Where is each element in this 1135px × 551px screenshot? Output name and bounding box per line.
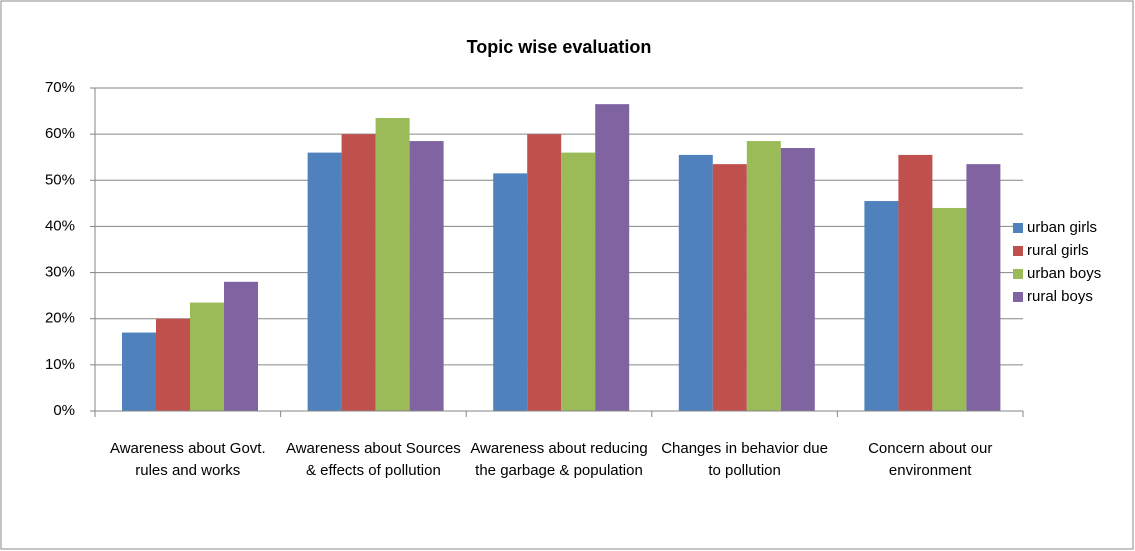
bar — [341, 134, 376, 411]
x-tick-label: Awareness about Sources & effects of pol… — [285, 440, 461, 479]
y-tick-label: 10% — [45, 356, 75, 373]
bar — [780, 147, 815, 411]
y-tick-label: 40% — [45, 217, 75, 234]
bar — [678, 154, 713, 411]
x-tick-label: Awareness about reducing the garbage & p… — [470, 440, 648, 479]
bar — [898, 154, 933, 411]
legend-swatch — [1013, 269, 1023, 279]
bar — [307, 152, 342, 411]
legend-swatch — [1013, 223, 1023, 233]
bar — [493, 173, 528, 411]
bar — [932, 207, 967, 411]
legend-label: urban boys — [1027, 265, 1101, 282]
x-tick-label: Concern about our environment — [868, 440, 993, 479]
y-tick-label: 20% — [45, 310, 75, 327]
bar — [527, 134, 562, 411]
bar — [966, 164, 1001, 411]
bar — [375, 117, 410, 411]
bar — [409, 141, 444, 412]
bar — [595, 104, 630, 412]
bar — [190, 302, 224, 411]
legend-label: urban girls — [1027, 219, 1097, 236]
legend-swatch — [1013, 292, 1023, 302]
y-tick-label: 60% — [45, 125, 75, 142]
bar — [864, 201, 899, 411]
bar — [712, 164, 747, 411]
legend-label: rural girls — [1027, 242, 1089, 259]
bar — [561, 152, 596, 411]
bar — [224, 281, 258, 411]
legend-label: rural boys — [1027, 288, 1093, 305]
chart-title: Topic wise evaluation — [467, 37, 652, 57]
bar — [746, 141, 781, 412]
y-tick-label: 0% — [53, 402, 75, 419]
bar — [122, 332, 156, 411]
bar — [156, 318, 190, 411]
y-tick-label: 30% — [45, 264, 75, 281]
y-tick-label: 50% — [45, 171, 75, 188]
legend-swatch — [1013, 246, 1023, 256]
y-tick-label: 70% — [45, 79, 75, 96]
x-tick-label: Awareness about Govt. rules and works — [109, 440, 266, 479]
x-tick-label: Changes in behavior due to pollution — [661, 440, 828, 479]
